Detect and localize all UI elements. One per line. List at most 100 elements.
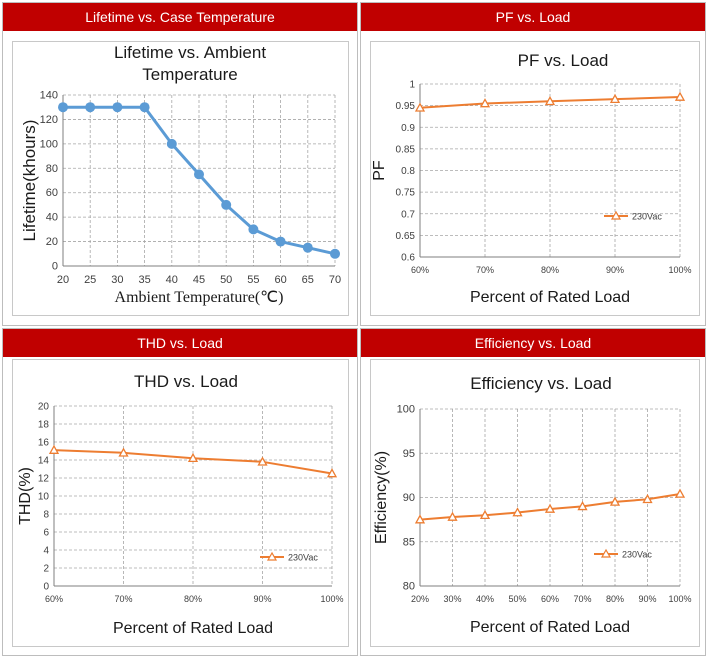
efficiency-data-point bbox=[414, 514, 426, 524]
lifetime-data-point bbox=[275, 236, 286, 247]
efficiency-legend-label: 230Vac bbox=[622, 550, 652, 560]
thd-y-axis-label: THD(%) bbox=[17, 467, 34, 525]
efficiency-data-point bbox=[479, 509, 491, 520]
efficiency-data-point bbox=[512, 507, 523, 517]
efficiency-y-tick-label: 100 bbox=[397, 404, 415, 416]
lifetime-x-tick-label: 30 bbox=[111, 274, 123, 286]
efficiency-data-point bbox=[447, 511, 458, 521]
efficiency-y-tick-label: 90 bbox=[403, 492, 415, 504]
lifetime-y-tick-label: 120 bbox=[40, 114, 58, 126]
lifetime-data-point bbox=[139, 102, 150, 113]
thd-x-tick-label: 100% bbox=[320, 594, 343, 604]
thd-x-tick-label: 70% bbox=[114, 594, 132, 604]
efficiency-x-tick-label: 100% bbox=[668, 594, 691, 604]
thd-data-point bbox=[257, 456, 268, 466]
pf-y-tick-label: 0.85 bbox=[396, 144, 416, 155]
thd-legend-marker bbox=[266, 551, 278, 561]
pf-legend-label: 230Vac bbox=[632, 212, 662, 222]
lifetime-x-tick-label: 45 bbox=[193, 274, 205, 286]
efficiency-data-point bbox=[642, 493, 653, 504]
panel-header-thd: THD vs. Load bbox=[3, 329, 357, 357]
pf-y-tick-label: 0.95 bbox=[396, 101, 416, 112]
pf-data-point bbox=[414, 102, 426, 112]
thd-data-point bbox=[187, 452, 199, 463]
efficiency-x-tick-label: 70% bbox=[573, 594, 591, 604]
pf-data-point bbox=[479, 98, 491, 108]
efficiency-data-point bbox=[609, 496, 621, 506]
lifetime-x-tick-label: 70 bbox=[329, 274, 341, 286]
pf-x-tick-label: 60% bbox=[411, 265, 429, 275]
thd-y-tick-label: 20 bbox=[38, 402, 50, 413]
pf-data-point bbox=[674, 91, 686, 101]
pf-y-tick-label: 0.75 bbox=[396, 188, 416, 199]
efficiency-x-tick-label: 80% bbox=[606, 594, 624, 604]
lifetime-data-point bbox=[112, 102, 123, 113]
chart-frame-lifetime bbox=[12, 41, 349, 316]
pf-y-axis-label: PF bbox=[371, 160, 388, 181]
pf-y-tick-label: 0.6 bbox=[401, 253, 415, 264]
thd-y-tick-label: 4 bbox=[43, 546, 49, 557]
thd-y-tick-label: 10 bbox=[38, 492, 50, 503]
lifetime-data-point bbox=[166, 138, 177, 149]
chart-frame-pf bbox=[370, 41, 700, 316]
lifetime-data-point bbox=[221, 199, 232, 210]
lifetime-data-point bbox=[302, 242, 313, 253]
thd-x-tick-label: 80% bbox=[184, 594, 202, 604]
thd-chart-title: THD vs. Load bbox=[134, 372, 238, 391]
lifetime-x-tick-label: 40 bbox=[166, 274, 178, 286]
efficiency-x-tick-label: 30% bbox=[443, 594, 461, 604]
panel-header-pf: PF vs. Load bbox=[361, 3, 705, 31]
thd-data-point bbox=[326, 468, 338, 478]
lifetime-x-tick-label: 25 bbox=[84, 274, 96, 286]
thd-x-tick-label: 90% bbox=[253, 594, 271, 604]
lifetime-x-tick-label: 65 bbox=[302, 274, 314, 286]
thd-data-point bbox=[118, 447, 129, 457]
efficiency-data-point bbox=[674, 488, 686, 498]
thd-data-point bbox=[48, 444, 60, 454]
efficiency-x-tick-label: 20% bbox=[411, 594, 429, 604]
efficiency-y-tick-label: 85 bbox=[403, 536, 415, 548]
lifetime-x-tick-label: 60 bbox=[274, 274, 286, 286]
lifetime-x-axis-label: Ambient Temperature(℃) bbox=[115, 289, 284, 306]
pf-y-tick-label: 0.65 bbox=[396, 231, 416, 242]
efficiency-chart-title: Efficiency vs. Load bbox=[470, 374, 611, 393]
efficiency-x-tick-label: 90% bbox=[638, 594, 656, 604]
efficiency-y-axis-label: Efficiency(%) bbox=[373, 451, 390, 544]
lifetime-x-tick-label: 20 bbox=[57, 274, 69, 286]
thd-y-tick-label: 18 bbox=[38, 420, 50, 431]
lifetime-y-tick-label: 20 bbox=[46, 236, 58, 248]
lifetime-x-tick-label: 35 bbox=[138, 274, 150, 286]
pf-y-tick-label: 0.9 bbox=[401, 123, 415, 134]
thd-y-tick-label: 16 bbox=[38, 438, 50, 449]
efficiency-y-tick-label: 80 bbox=[403, 581, 415, 593]
thd-x-axis-label: Percent of Rated Load bbox=[113, 620, 273, 637]
chart-frame-thd bbox=[12, 359, 349, 647]
lifetime-chart-title: Lifetime vs. Ambient bbox=[114, 43, 266, 62]
thd-y-tick-label: 8 bbox=[43, 510, 49, 521]
thd-legend-label: 230Vac bbox=[288, 553, 318, 563]
lifetime-y-tick-label: 80 bbox=[46, 163, 58, 175]
lifetime-data-point bbox=[58, 102, 68, 113]
thd-y-tick-label: 0 bbox=[43, 582, 49, 593]
thd-y-tick-label: 2 bbox=[43, 564, 49, 575]
lifetime-y-tick-label: 140 bbox=[40, 90, 58, 102]
panel-lifetime: Lifetime vs. Case Temperature bbox=[2, 2, 358, 326]
lifetime-y-tick-label: 0 bbox=[52, 261, 58, 273]
lifetime-x-tick-label: 50 bbox=[220, 274, 232, 286]
lifetime-data-point bbox=[330, 248, 340, 259]
pf-x-tick-label: 80% bbox=[541, 265, 559, 275]
efficiency-y-tick-label: 95 bbox=[403, 448, 415, 460]
lifetime-y-tick-label: 40 bbox=[46, 212, 58, 224]
efficiency-x-axis-label: Percent of Rated Load bbox=[470, 619, 630, 636]
pf-x-tick-label: 100% bbox=[668, 265, 691, 275]
pf-y-tick-label: 0.7 bbox=[401, 209, 415, 220]
pf-y-tick-label: 1 bbox=[409, 80, 415, 91]
lifetime-chart-title: Temperature bbox=[142, 65, 237, 84]
lifetime-data-point bbox=[194, 169, 204, 180]
pf-x-axis-label: Percent of Rated Load bbox=[470, 289, 630, 306]
lifetime-y-tick-label: 100 bbox=[40, 138, 58, 150]
panel-efficiency: Efficiency vs. Load bbox=[360, 328, 706, 656]
efficiency-x-tick-label: 40% bbox=[476, 594, 494, 604]
